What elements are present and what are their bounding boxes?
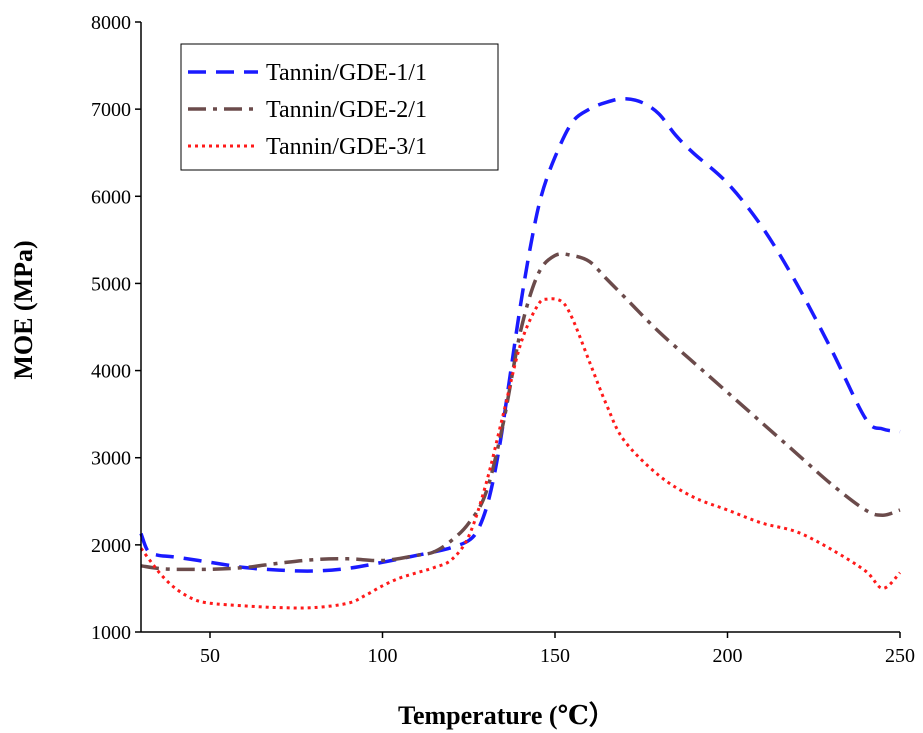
y-tick-label: 6000 (91, 186, 131, 208)
y-tick-label: 7000 (91, 99, 131, 121)
x-tick-label: 150 (540, 645, 570, 667)
series-line-1 (139, 96, 901, 573)
y-tick-label: 5000 (91, 273, 131, 295)
legend-label: Tannin/GDE-3/1 (266, 134, 427, 160)
y-tick-label: 8000 (91, 12, 131, 34)
y-tick-label: 3000 (91, 448, 131, 470)
x-tick-label: 100 (368, 645, 398, 667)
x-tick-label: 200 (713, 645, 743, 667)
x-axis-title: Temperature (℃） (398, 701, 615, 730)
x-ticks: 50 100 150 200 250 (200, 632, 915, 667)
y-axis-title: MOE (MPa) (9, 240, 38, 379)
x-tick-label: 50 (200, 645, 220, 667)
plot-lines (139, 96, 902, 610)
series-line-3 (139, 297, 902, 610)
legend-box (180, 43, 499, 171)
legend-label: Tannin/GDE-1/1 (266, 60, 427, 86)
legend: Tannin/GDE-1/1 Tannin/GDE-2/1 Tannin/GDE-3… (180, 43, 499, 171)
legend-label: Tannin/GDE-2/1 (266, 97, 427, 123)
axes: 1000 2000 3000 4000 5000 6000 7000 8000 50 100 15… (91, 12, 915, 667)
y-ticks: 1000 2000 3000 4000 5000 6000 7000 8000 (91, 12, 141, 644)
y-tick-label: 1000 (91, 622, 131, 644)
y-tick-label: 4000 (91, 361, 131, 383)
y-tick-label: 2000 (91, 535, 131, 557)
x-tick-label: 250 (885, 645, 915, 667)
